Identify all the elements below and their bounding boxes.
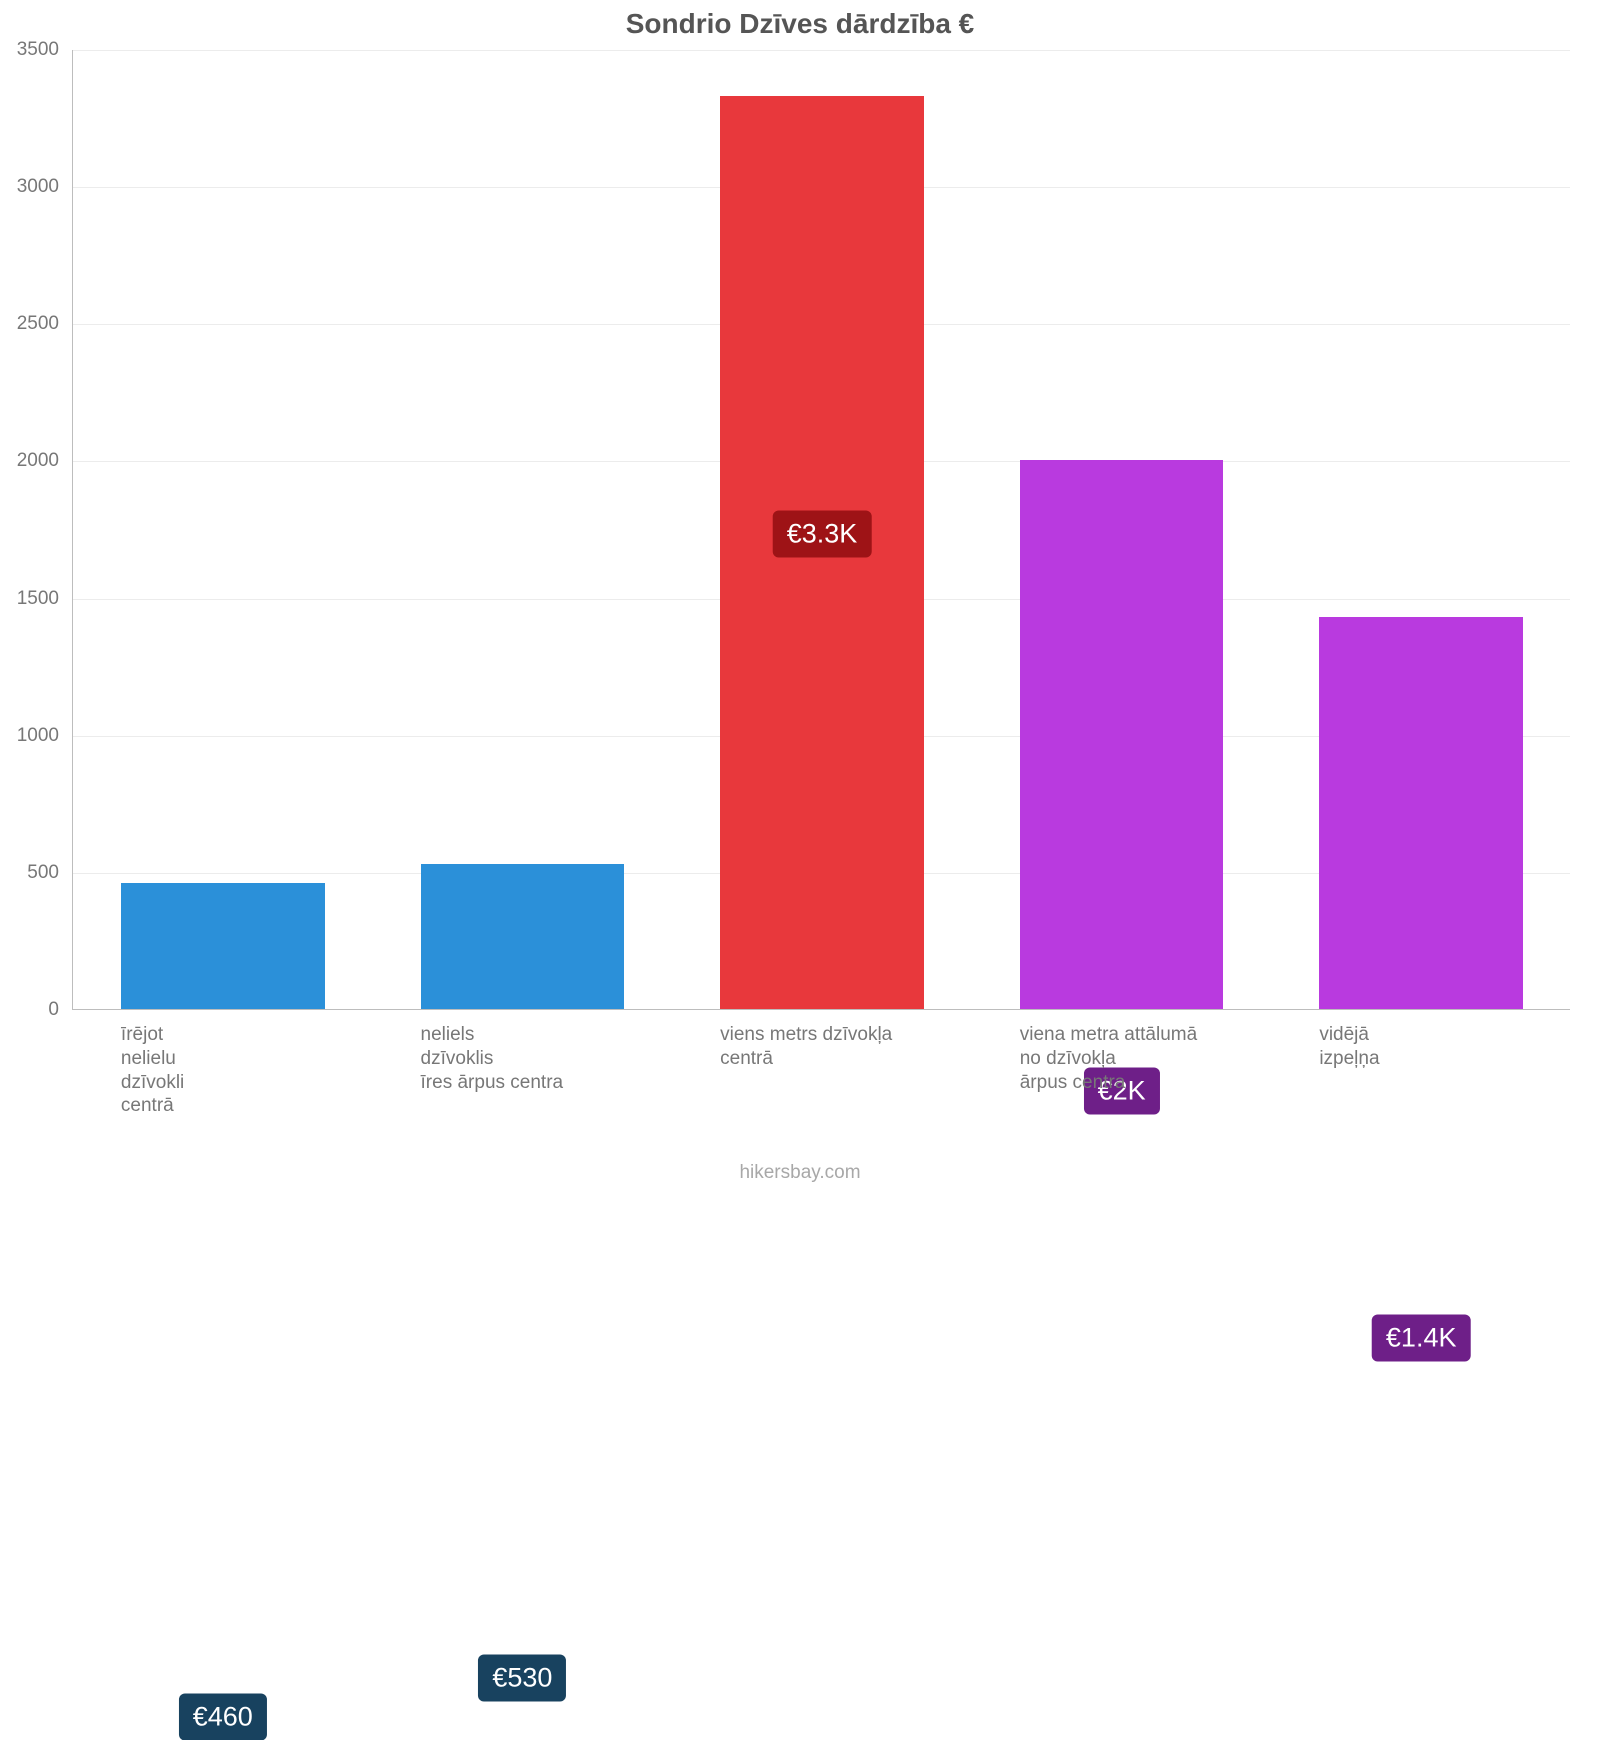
y-tick-label: 1000 [17, 725, 73, 747]
bar: €1.4K [1319, 617, 1523, 1009]
x-category-label: vidējāizpeļņa [1319, 1009, 1523, 1071]
cost-of-living-chart: Sondrio Dzīves dārdzība € 05001000150020… [0, 0, 1600, 1200]
grid-line [73, 50, 1570, 51]
bar: €460 [121, 883, 325, 1009]
plot-area: 0500100015002000250030003500€460īrējotne… [72, 50, 1570, 1010]
attribution-text: hikersbay.com [0, 1162, 1600, 1184]
x-category-label: nelielsdzīvoklisīres ārpus centra [421, 1009, 625, 1094]
y-tick-label: 1500 [17, 588, 73, 610]
bar: €2K [1020, 460, 1224, 1009]
bar-value-label: €530 [478, 1655, 566, 1702]
y-tick-label: 2000 [17, 450, 73, 472]
x-category-label: viena metra attālumāno dzīvokļaārpus cen… [1020, 1009, 1224, 1094]
bar: €530 [421, 864, 625, 1009]
chart-title: Sondrio Dzīves dārdzība € [0, 8, 1600, 40]
bar-value-label: €3.3K [773, 511, 872, 558]
bar-value-label: €1.4K [1372, 1315, 1471, 1362]
x-category-label: īrējotnelieludzīvoklicentrā [121, 1009, 325, 1118]
y-tick-label: 0 [48, 999, 73, 1021]
y-tick-label: 3500 [17, 39, 73, 61]
y-tick-label: 500 [27, 862, 73, 884]
y-tick-label: 2500 [17, 313, 73, 335]
x-category-label: viens metrs dzīvokļacentrā [720, 1009, 924, 1071]
bar-value-label: €460 [179, 1693, 267, 1740]
y-tick-label: 3000 [17, 176, 73, 198]
bar: €3.3K [720, 96, 924, 1009]
